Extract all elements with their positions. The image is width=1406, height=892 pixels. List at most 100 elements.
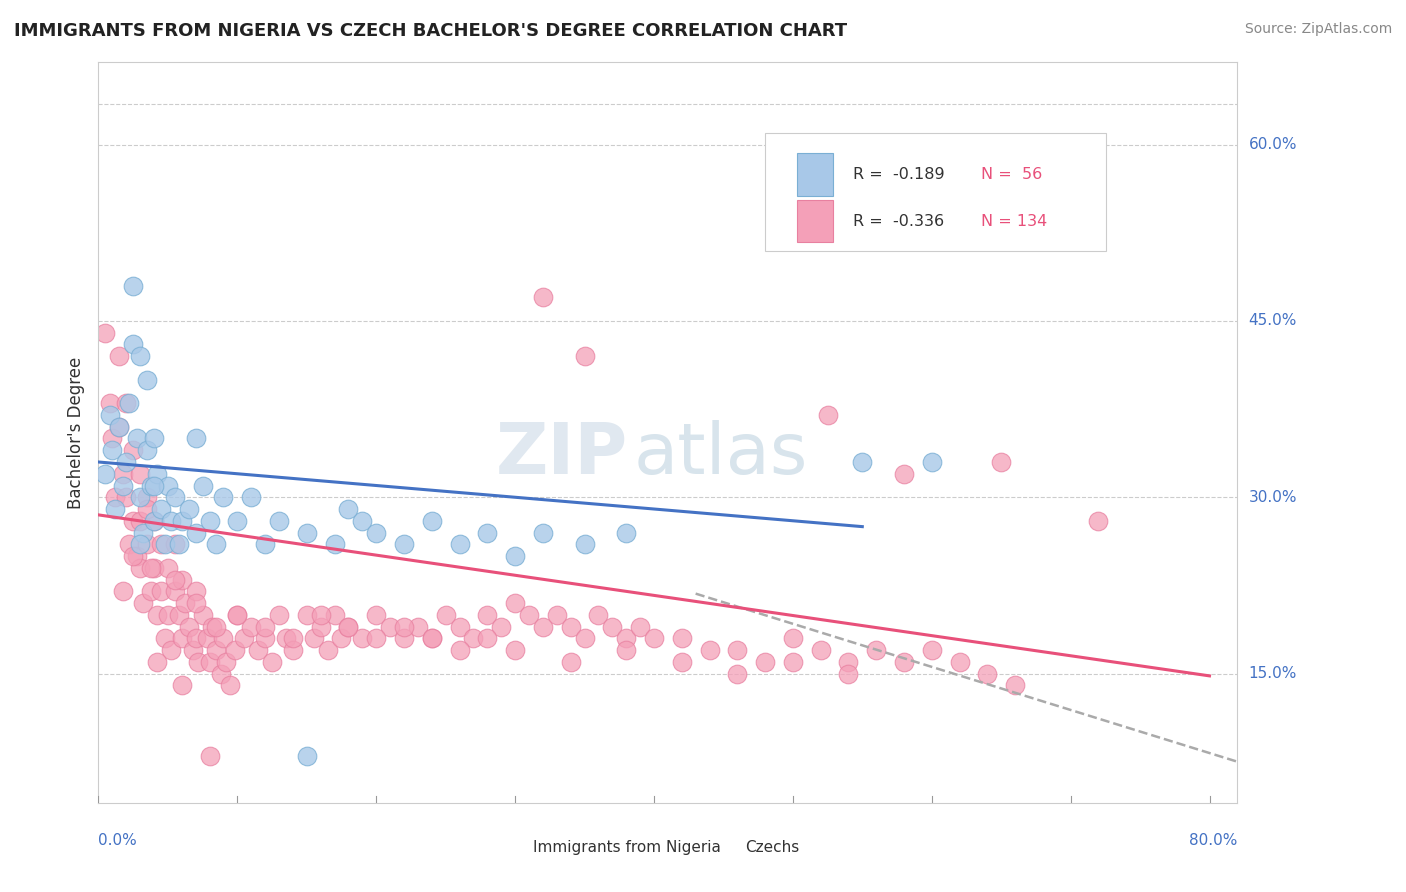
Text: atlas: atlas [634, 420, 808, 490]
Point [115, 490, 138, 504]
Point [463, 632, 485, 646]
Point [574, 632, 596, 646]
Point [198, 748, 221, 763]
Point [337, 502, 360, 516]
Point [233, 632, 256, 646]
Point [156, 607, 179, 622]
Point [122, 514, 145, 528]
Point [309, 619, 332, 633]
FancyBboxPatch shape [797, 153, 832, 196]
Point [215, 655, 238, 669]
FancyBboxPatch shape [503, 836, 527, 858]
Point [184, 632, 207, 646]
Point [503, 549, 526, 563]
Point [1087, 514, 1109, 528]
Point [254, 619, 277, 633]
Point [145, 607, 167, 622]
Point [212, 490, 235, 504]
Point [104, 502, 127, 516]
Point [699, 643, 721, 657]
Point [378, 619, 401, 633]
Point [191, 478, 214, 492]
Point [98, 408, 121, 422]
Point [267, 514, 290, 528]
Point [173, 596, 195, 610]
Point [420, 632, 443, 646]
Point [191, 607, 214, 622]
Point [837, 666, 859, 681]
Point [671, 655, 693, 669]
Point [316, 643, 339, 657]
Point [406, 619, 429, 633]
Point [198, 514, 221, 528]
Point [643, 632, 665, 646]
Point [281, 632, 304, 646]
Point [153, 632, 176, 646]
Point [352, 514, 374, 528]
Point [205, 619, 228, 633]
Point [209, 666, 232, 681]
Point [352, 632, 374, 646]
Point [323, 537, 346, 551]
Text: Source: ZipAtlas.com: Source: ZipAtlas.com [1244, 22, 1392, 37]
Point [101, 443, 124, 458]
Text: IMMIGRANTS FROM NIGERIA VS CZECH BACHELOR'S DEGREE CORRELATION CHART: IMMIGRANTS FROM NIGERIA VS CZECH BACHELO… [14, 22, 848, 40]
Point [94, 467, 117, 481]
Point [782, 632, 804, 646]
Point [1004, 678, 1026, 692]
Point [153, 537, 176, 551]
Point [136, 537, 159, 551]
Point [141, 561, 163, 575]
Point [136, 502, 159, 516]
Point [560, 619, 582, 633]
Point [136, 373, 159, 387]
FancyBboxPatch shape [713, 836, 738, 858]
Point [531, 525, 554, 540]
Point [366, 607, 388, 622]
Point [392, 619, 415, 633]
Point [671, 632, 693, 646]
Point [101, 432, 124, 446]
Point [247, 643, 270, 657]
Text: 80.0%: 80.0% [1189, 833, 1237, 848]
Point [546, 607, 568, 622]
Point [865, 643, 887, 657]
Point [260, 655, 283, 669]
Point [141, 584, 163, 599]
Point [122, 549, 145, 563]
Text: 60.0%: 60.0% [1249, 137, 1296, 153]
Text: 0.0%: 0.0% [98, 833, 138, 848]
Point [149, 584, 172, 599]
Point [108, 349, 131, 363]
Point [129, 514, 152, 528]
Point [112, 584, 135, 599]
Point [420, 514, 443, 528]
Point [143, 514, 166, 528]
Point [588, 607, 610, 622]
Point [392, 537, 415, 551]
Text: N = 134: N = 134 [981, 213, 1047, 228]
Point [330, 632, 353, 646]
Point [323, 607, 346, 622]
Point [614, 643, 637, 657]
Point [177, 619, 200, 633]
Point [122, 443, 145, 458]
Point [240, 619, 263, 633]
Point [184, 596, 207, 610]
Point [226, 607, 249, 622]
Point [132, 596, 155, 610]
Point [129, 490, 152, 504]
Point [337, 619, 360, 633]
Point [163, 490, 186, 504]
Point [224, 643, 246, 657]
Point [212, 632, 235, 646]
Text: N =  56: N = 56 [981, 167, 1042, 182]
Point [170, 573, 193, 587]
Point [163, 537, 186, 551]
Point [531, 290, 554, 304]
Point [725, 643, 748, 657]
Point [122, 337, 145, 351]
Point [118, 396, 141, 410]
Point [167, 537, 190, 551]
Point [420, 632, 443, 646]
